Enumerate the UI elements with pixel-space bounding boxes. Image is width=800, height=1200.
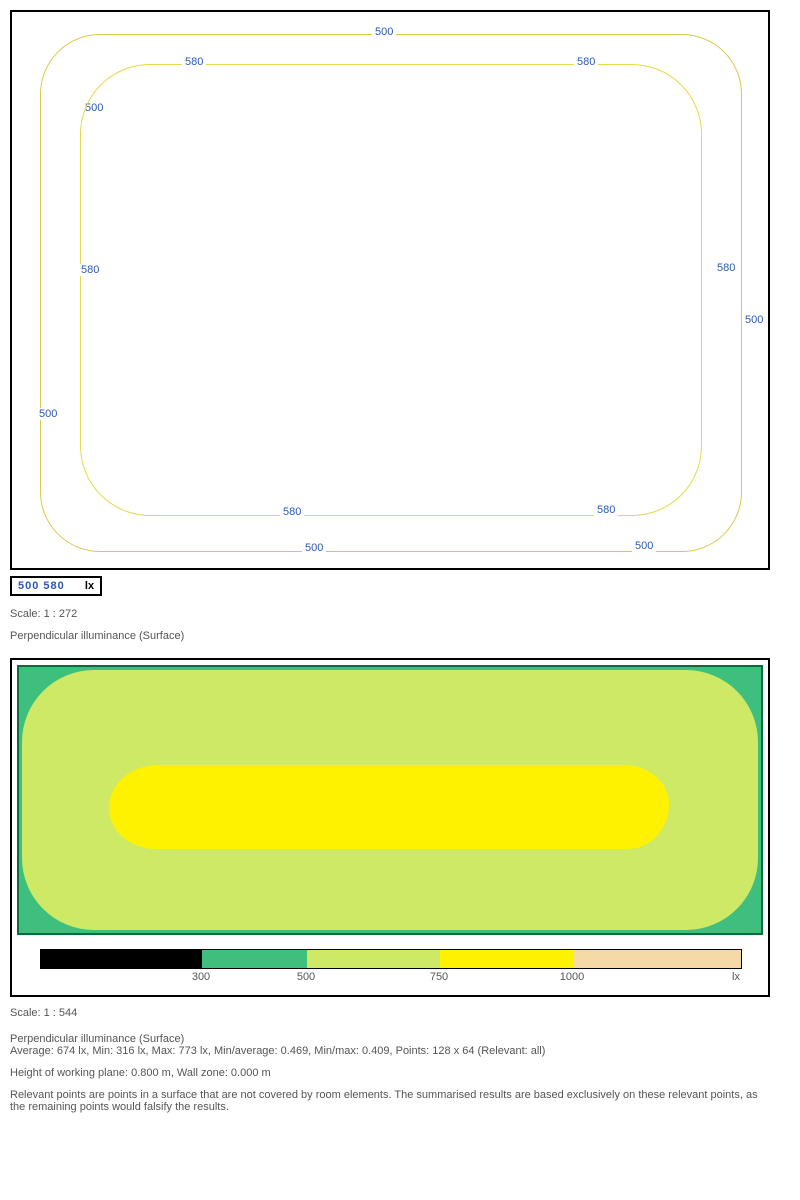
heatmap-panel: 300 500 750 1000 lx — [10, 658, 770, 997]
colorbar-seg — [307, 950, 440, 968]
legend-unit: lx — [85, 580, 94, 592]
colorbar-seg — [202, 950, 307, 968]
heatmap-layer-2 — [109, 765, 669, 849]
contour-subtitle: Perpendicular illuminance (Surface) — [10, 630, 790, 642]
contour-label-500: 500 — [302, 542, 326, 554]
legend-values: 500 580 — [18, 580, 65, 592]
contour-label-580: 580 — [714, 262, 738, 274]
colorbar-seg — [41, 950, 202, 968]
contour-label-580: 580 — [182, 56, 206, 68]
colorbar-tick: 750 — [430, 971, 448, 983]
colorbar-ticks: 300 500 750 1000 lx — [40, 971, 740, 985]
footnote: Relevant points are points in a surface … — [10, 1089, 770, 1113]
contour-label-500: 500 — [742, 314, 766, 326]
contour-label-580: 580 — [594, 504, 618, 516]
colorbar — [40, 949, 742, 969]
colorbar-seg — [440, 950, 573, 968]
contour-line-580 — [80, 64, 702, 516]
contour-label-500: 500 — [632, 540, 656, 552]
contour-label-580: 580 — [574, 56, 598, 68]
heatmap-scale: Scale: 1 : 544 — [10, 1007, 790, 1019]
contour-label-580: 580 — [78, 264, 102, 276]
contour-label-580: 580 — [280, 506, 304, 518]
colorbar-tick: 300 — [192, 971, 210, 983]
stats-line: Average: 674 lx, Min: 316 lx, Max: 773 l… — [10, 1045, 790, 1057]
colorbar-seg — [573, 950, 741, 968]
heatmap-plot — [17, 665, 763, 935]
colorbar-tick: 1000 — [560, 971, 584, 983]
colorbar-row: 300 500 750 1000 lx — [40, 949, 740, 985]
contour-label-500: 500 — [36, 408, 60, 420]
stats-title: Perpendicular illuminance (Surface) — [10, 1033, 790, 1045]
plane-line: Height of working plane: 0.800 m, Wall z… — [10, 1067, 790, 1079]
contour-scale: Scale: 1 : 272 — [10, 608, 790, 620]
contour-plot: 500500500500500500580580580580580580 — [10, 10, 770, 570]
contour-legend: 500 580 lx — [10, 576, 102, 596]
colorbar-tick: lx — [732, 971, 740, 983]
colorbar-tick: 500 — [297, 971, 315, 983]
contour-label-500: 500 — [372, 26, 396, 38]
